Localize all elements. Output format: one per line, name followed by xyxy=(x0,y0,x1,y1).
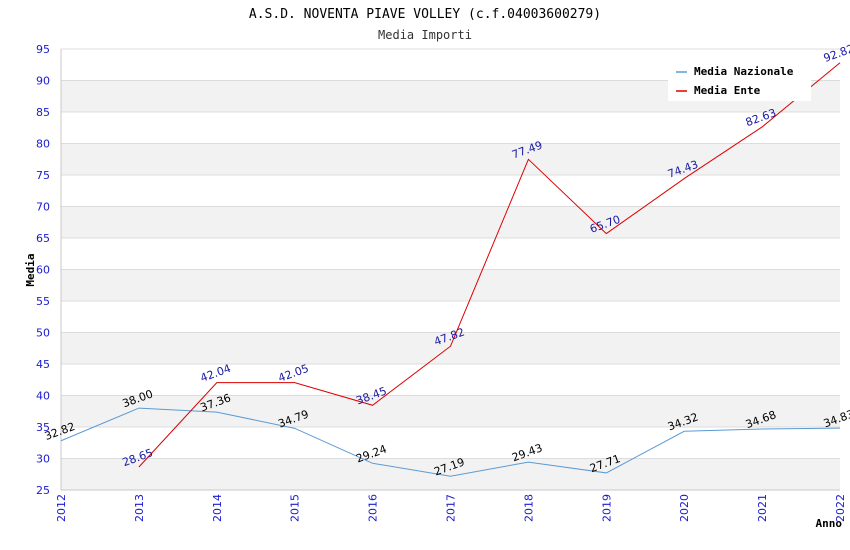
plot-band xyxy=(61,332,840,364)
plot-band xyxy=(61,458,840,490)
y-tick-label: 95 xyxy=(36,43,50,56)
plot-band xyxy=(61,395,840,427)
y-tick-label: 90 xyxy=(36,75,50,88)
x-tick-label: 2013 xyxy=(133,494,146,522)
y-tick-label: 65 xyxy=(36,232,50,245)
x-axis-label: Anno xyxy=(816,517,843,530)
plot-band xyxy=(61,175,840,207)
plot-band xyxy=(61,206,840,238)
x-tick-label: 2017 xyxy=(445,494,458,522)
x-tick-label: 2015 xyxy=(289,494,302,522)
x-tick-label: 2012 xyxy=(55,494,68,522)
chart-title: A.S.D. NOVENTA PIAVE VOLLEY (c.f.0400360… xyxy=(249,7,601,22)
y-axis-label: Media xyxy=(24,253,37,286)
plot-background-bands xyxy=(61,49,840,490)
x-tick-label: 2014 xyxy=(211,494,224,522)
y-tick-label: 55 xyxy=(36,295,50,308)
y-tick-label: 40 xyxy=(36,390,50,403)
plot-band xyxy=(61,143,840,175)
axes xyxy=(60,49,840,491)
y-tick-label: 50 xyxy=(36,327,50,340)
y-tick-label: 60 xyxy=(36,264,50,277)
x-tick-label: 2020 xyxy=(678,494,691,522)
series-line-media-ente xyxy=(138,62,841,468)
x-tick-label: 2019 xyxy=(600,494,613,522)
y-tick-label: 75 xyxy=(36,169,50,182)
series-lines xyxy=(60,62,841,477)
x-tick-label: 2016 xyxy=(367,494,380,522)
plot-band xyxy=(61,364,840,396)
y-tick-label: 80 xyxy=(36,138,50,151)
gridlines xyxy=(61,48,840,491)
plot-band xyxy=(61,112,840,144)
plot-band xyxy=(61,238,840,270)
x-tick-label: 2022 xyxy=(834,494,847,522)
legend-label-media-ente: Media Ente xyxy=(694,84,761,97)
chart-subtitle: Media Importi xyxy=(378,28,472,42)
plot-band xyxy=(61,269,840,301)
plot-band xyxy=(61,427,840,459)
legend-box xyxy=(668,59,811,101)
y-tick-label: 35 xyxy=(36,421,50,434)
legend: Media Nazionale Media Ente xyxy=(668,59,811,101)
y-tick-label: 85 xyxy=(36,106,50,119)
plot-band xyxy=(61,301,840,333)
y-tick-label: 70 xyxy=(36,201,50,214)
legend-label-media-nazionale: Media Nazionale xyxy=(694,65,794,78)
x-tick-label: 2018 xyxy=(522,494,535,522)
tick-labels: 25 30 35 40 45 50 55 60 65 70 75 80 85 90 95 2012 2013 20… xyxy=(36,43,847,522)
x-tick-label: 2021 xyxy=(756,494,769,522)
y-tick-label: 45 xyxy=(36,358,50,371)
y-tick-label: 25 xyxy=(36,484,50,497)
y-tick-label: 30 xyxy=(36,453,50,466)
